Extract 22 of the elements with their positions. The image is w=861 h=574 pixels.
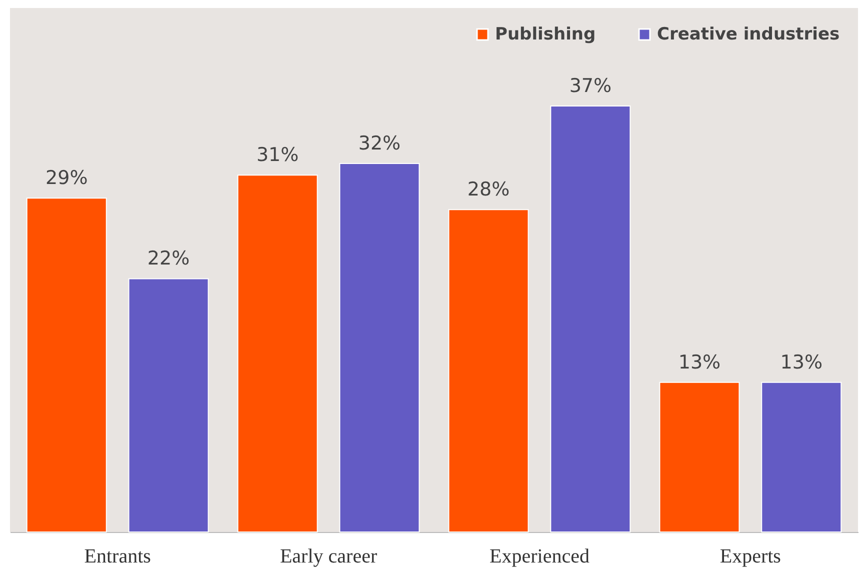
data-label: 28% [467, 178, 510, 201]
bar [128, 278, 209, 532]
x-tick-label: Experts [720, 546, 782, 568]
data-label: 32% [358, 132, 401, 155]
bar [237, 174, 318, 532]
data-label: 22% [147, 248, 190, 270]
data-label: 31% [256, 144, 299, 166]
bar [339, 163, 420, 532]
data-label: 29% [46, 167, 88, 190]
legend-label: Publishing [495, 24, 596, 45]
data-label: 13% [678, 351, 721, 374]
bar [26, 198, 107, 532]
x-tick-label: Experienced [489, 546, 590, 568]
x-tick-label: Entrants [84, 546, 152, 568]
bar [550, 105, 631, 532]
bar [761, 382, 842, 532]
x-tick-label: Early career [280, 546, 378, 568]
bar [448, 209, 529, 532]
bar [659, 382, 740, 532]
data-label: 37% [569, 74, 612, 97]
legend-label: Creative industries [657, 24, 840, 45]
data-label: 13% [780, 351, 822, 374]
